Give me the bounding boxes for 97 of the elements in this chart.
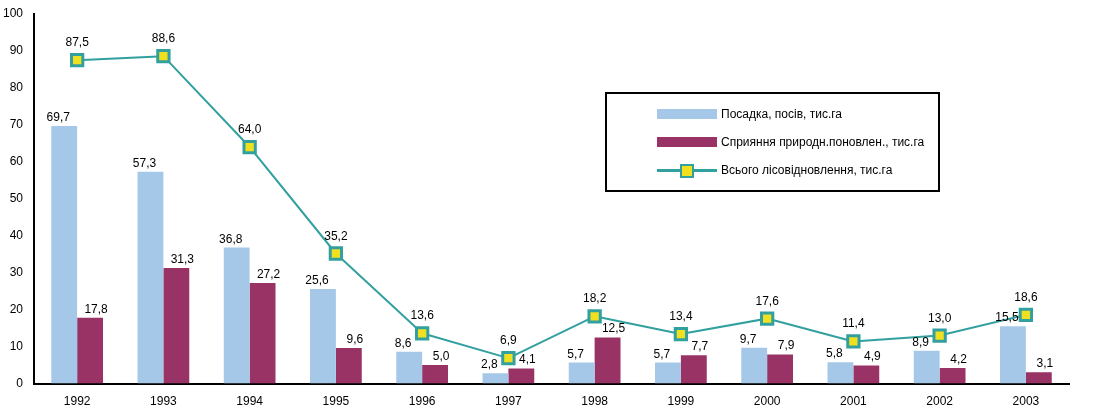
bar [396, 351, 423, 384]
data-label: 69,7 [46, 109, 71, 124]
y-tick-label: 20 [9, 301, 24, 316]
y-tick-label: 30 [9, 265, 24, 280]
x-tick-label: 1998 [581, 394, 609, 409]
data-label: 18,6 [1014, 289, 1038, 304]
data-label: 5,7 [653, 346, 671, 361]
bar [163, 267, 190, 384]
data-label: 4,2 [950, 352, 968, 367]
data-label: 5,0 [432, 349, 450, 364]
x-tick-label: 1994 [236, 394, 264, 409]
bar [482, 373, 509, 384]
data-label: 6,9 [500, 333, 518, 348]
bar [594, 337, 621, 384]
bar [249, 283, 276, 384]
data-label: 4,1 [518, 352, 536, 367]
point [156, 48, 171, 64]
bar [767, 354, 794, 384]
data-label: 18,2 [582, 291, 607, 306]
y-tick-label: 100 [2, 6, 24, 21]
bar [137, 171, 164, 384]
data-label: 9,6 [346, 332, 364, 347]
point [242, 139, 257, 155]
data-label: 64,0 [237, 122, 262, 137]
data-label: 11,4 [842, 316, 865, 331]
y-tick-label: 90 [9, 43, 24, 58]
data-label: 13,0 [927, 310, 952, 325]
point [69, 53, 85, 68]
point [673, 326, 689, 342]
data-label: 13,6 [410, 308, 435, 323]
bar [422, 365, 449, 384]
x-tick-label: 2003 [1012, 394, 1040, 409]
bar [568, 362, 595, 384]
point [414, 326, 430, 341]
bar [827, 362, 854, 384]
data-label: 5,8 [826, 346, 844, 361]
x-tick-label: 1992 [63, 394, 91, 409]
y-tick-label: 50 [9, 191, 24, 206]
point [932, 328, 947, 343]
y-tick-label: 70 [9, 117, 24, 132]
point [846, 334, 861, 349]
data-label: 36,8 [219, 231, 243, 246]
bar [335, 348, 362, 384]
data-label: 87,5 [65, 35, 90, 50]
data-label: 27,2 [256, 267, 281, 282]
bar [223, 247, 250, 384]
bar [655, 362, 681, 384]
bar [680, 355, 707, 384]
data-label: 35,2 [324, 228, 348, 243]
x-tick-label: 1993 [150, 394, 178, 409]
x-tick-label: 1999 [667, 394, 695, 409]
y-tick-label: 10 [9, 338, 24, 353]
point [1018, 307, 1034, 323]
legend-label: Сприяння природн.поновлен., тис.га [721, 135, 925, 149]
x-tick-label: 1997 [495, 394, 523, 409]
data-label: 57,3 [132, 155, 157, 170]
data-label: 7,7 [691, 339, 709, 354]
y-tick-label: 40 [9, 228, 24, 243]
data-label: 17,6 [755, 293, 780, 308]
data-label: 25,6 [305, 272, 329, 287]
data-label: 3,1 [1036, 356, 1054, 371]
data-label: 13,4 [669, 309, 693, 324]
x-tick-label: 2000 [753, 394, 781, 409]
data-label: 12,5 [601, 321, 626, 336]
point [501, 350, 516, 366]
bar [1025, 372, 1052, 384]
bar [741, 347, 768, 384]
data-label: 5,7 [567, 346, 585, 361]
bar [913, 350, 940, 384]
x-tick-label: 2002 [926, 394, 954, 409]
x-tick-label: 2001 [840, 394, 868, 409]
point [587, 309, 602, 324]
x-tick-label: 1995 [322, 394, 350, 409]
data-label: 8,9 [912, 334, 930, 349]
data-label: 88,6 [151, 31, 176, 46]
bar [1000, 326, 1026, 384]
point [328, 246, 344, 261]
bar [939, 368, 966, 384]
x-tick-label: 1996 [408, 394, 436, 409]
data-label: 4,9 [863, 349, 881, 364]
bar [853, 365, 880, 384]
bar [508, 368, 535, 384]
y-tick-label: 60 [9, 154, 24, 169]
legend-label: Посадка, посів, тис.га [721, 107, 843, 121]
bar [51, 125, 78, 384]
data-label: 17,8 [84, 301, 109, 316]
y-tick-label: 80 [9, 80, 24, 95]
bar [310, 288, 336, 384]
point [759, 311, 775, 326]
data-label: 2,8 [481, 357, 499, 372]
data-label: 31,3 [170, 251, 195, 266]
data-label: 8,6 [394, 335, 412, 350]
y-tick-label: 0 [16, 375, 24, 390]
legend-label: Всього лісовідновлення, тис.га [721, 163, 893, 177]
bar [77, 317, 104, 384]
data-label: 7,9 [777, 338, 795, 353]
data-label: 9,7 [739, 331, 757, 346]
